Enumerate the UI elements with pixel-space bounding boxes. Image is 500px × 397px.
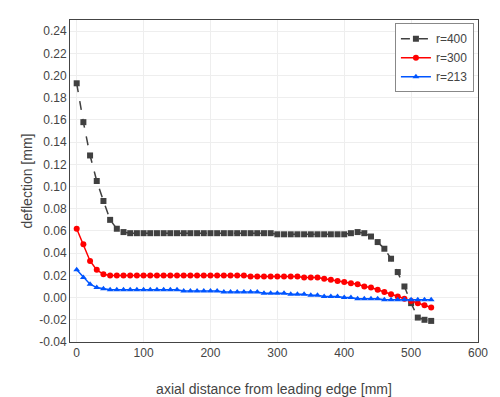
svg-text:-0.04: -0.04: [39, 335, 67, 349]
svg-text:400: 400: [334, 346, 354, 360]
svg-text:0.12: 0.12: [43, 158, 67, 172]
svg-text:500: 500: [401, 346, 421, 360]
svg-text:0.06: 0.06: [43, 224, 67, 238]
svg-text:r=213: r=213: [436, 70, 467, 84]
svg-text:0.22: 0.22: [43, 47, 67, 61]
svg-text:0.16: 0.16: [43, 113, 67, 127]
svg-text:100: 100: [134, 346, 154, 360]
svg-text:0.20: 0.20: [43, 69, 67, 83]
svg-text:0: 0: [73, 346, 80, 360]
svg-text:0.24: 0.24: [43, 24, 67, 38]
svg-text:axial distance from leading ed: axial distance from leading edge [mm]: [156, 381, 392, 397]
svg-text:0.04: 0.04: [43, 246, 67, 260]
svg-text:r=300: r=300: [436, 51, 467, 65]
svg-text:0.08: 0.08: [43, 202, 67, 216]
svg-text:0.10: 0.10: [43, 180, 67, 194]
svg-text:600: 600: [468, 346, 488, 360]
svg-text:300: 300: [267, 346, 287, 360]
svg-text:r=400: r=400: [436, 32, 467, 46]
svg-text:0.02: 0.02: [43, 269, 67, 283]
svg-text:-0.02: -0.02: [39, 313, 67, 327]
svg-text:200: 200: [200, 346, 220, 360]
svg-text:0.14: 0.14: [43, 135, 67, 149]
svg-text:0.00: 0.00: [43, 291, 67, 305]
svg-text:deflection [mm]: deflection [mm]: [19, 134, 35, 229]
svg-text:0.18: 0.18: [43, 91, 67, 105]
